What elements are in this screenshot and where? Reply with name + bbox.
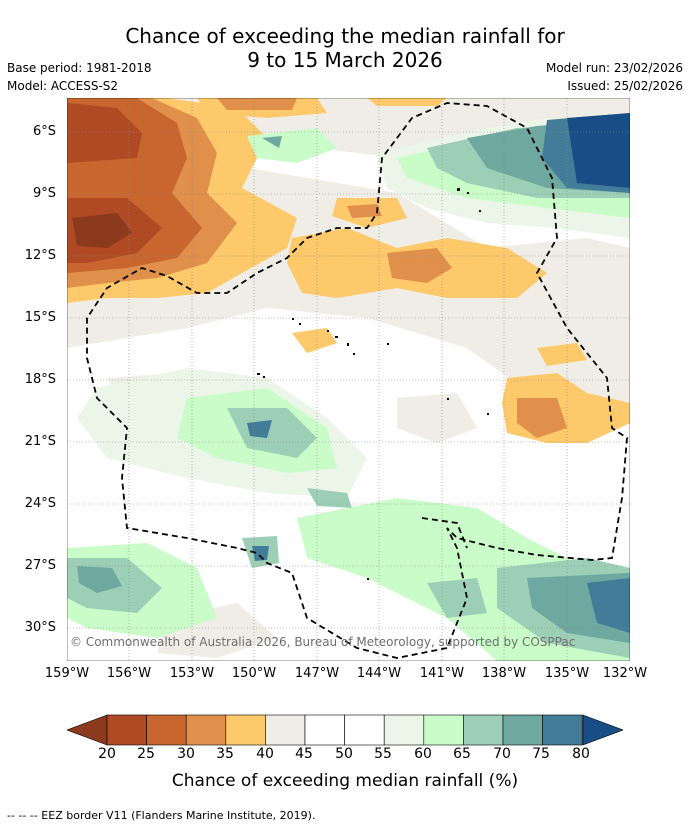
lat-label: 18°S: [24, 372, 56, 387]
lat-label: 6°S: [32, 124, 56, 139]
wet-region-central: [247, 420, 272, 438]
lon-label: 156°W: [106, 666, 152, 681]
dry-region-west: [72, 213, 132, 248]
lon-label: 159°W: [44, 666, 90, 681]
copyright-text: © Commonwealth of Australia 2026, Bureau…: [70, 635, 575, 649]
colorbar-cell: [304, 714, 345, 746]
colorbar-cell: [383, 714, 425, 746]
dry-band-top: [367, 98, 447, 106]
colorbar-tick: 65: [453, 746, 471, 762]
colorbar-tick: 40: [256, 746, 274, 762]
eez-border-inner: [421, 517, 468, 549]
map-title: Chance of exceeding the median rainfall …: [0, 24, 690, 72]
model-run: Model run: 23/02/2026: [545, 61, 683, 75]
graticule: [67, 98, 630, 661]
colorbar-tick: 80: [572, 746, 590, 762]
colorbar-tick: 75: [532, 746, 550, 762]
wet-region-south: [587, 578, 630, 633]
lat-label: 27°S: [24, 558, 56, 573]
eez-border: [86, 102, 628, 659]
islands: [257, 188, 489, 580]
colorbar-tick: 55: [374, 746, 392, 762]
title-line-2: 9 to 15 March 2026: [247, 48, 443, 72]
colorbar-cell: [146, 714, 187, 746]
wet-patch: [252, 546, 269, 561]
lon-label: 147°W: [294, 666, 340, 681]
colorbar-tick: 35: [216, 746, 234, 762]
lat-label: 21°S: [24, 434, 56, 449]
wet-region-northeast: [567, 113, 630, 188]
title-line-1: Chance of exceeding the median rainfall …: [125, 24, 565, 48]
wet-patch: [247, 128, 337, 163]
colorbar-cell: [106, 714, 147, 746]
lat-label: 9°S: [32, 186, 56, 201]
colorbar-cell: [344, 714, 385, 746]
colorbar-title: Chance of exceeding median rainfall (%): [171, 771, 519, 791]
wet-patch: [307, 488, 352, 508]
dry-band-top: [217, 98, 297, 110]
lon-label: 153°W: [169, 666, 215, 681]
rainfall-map: © Commonwealth of Australia 2026, Bureau…: [67, 98, 630, 661]
colorbar-cell: [423, 714, 464, 746]
lon-label: 141°W: [419, 666, 465, 681]
eez-footer-note: -- -- -- EEZ border V11 (Flanders Marine…: [7, 809, 316, 822]
lon-label: 150°W: [231, 666, 277, 681]
dry-region-central: [387, 248, 452, 283]
colorbar-cell: [185, 714, 227, 746]
wet-region-central: [227, 408, 317, 458]
dry-region-central: [292, 328, 337, 353]
dry-region-east: [517, 398, 567, 438]
meta-left: Base period: 1981-2018 Model: ACCESS-S2: [7, 59, 152, 95]
colorbar-tick: 70: [493, 746, 511, 762]
base-period: Base period: 1981-2018: [7, 61, 152, 75]
lon-label: 132°W: [602, 666, 648, 681]
lon-label: 144°W: [356, 666, 402, 681]
beige-field: [397, 393, 477, 443]
colorbar-tick: 45: [295, 746, 313, 762]
colorbar-cell: [225, 714, 266, 746]
colorbar-cell: [463, 714, 504, 746]
colorbar-cell: [502, 714, 543, 746]
lon-label: 135°W: [544, 666, 590, 681]
colorbar-tick: 60: [414, 746, 432, 762]
lon-label: 138°W: [481, 666, 527, 681]
colorbar-tick: 30: [177, 746, 195, 762]
model-name: Model: ACCESS-S2: [7, 79, 119, 93]
colorbar-cell: [542, 714, 583, 746]
colorbar-cell: [265, 714, 306, 746]
dry-region-central: [347, 204, 382, 218]
wet-region-southwest: [77, 566, 122, 593]
issued-date: Issued: 25/02/2026: [567, 79, 683, 93]
colorbar-tick: 50: [335, 746, 353, 762]
lat-label: 24°S: [24, 496, 56, 511]
lat-label: 12°S: [24, 248, 56, 263]
colorbar-extend-low: [67, 714, 108, 746]
colorbar-tick: 20: [98, 746, 116, 762]
dry-region-east: [537, 343, 587, 366]
dry-region-west: [67, 103, 142, 163]
lat-label: 30°S: [24, 620, 56, 635]
wet-patch: [262, 136, 282, 148]
colorbar: [67, 714, 623, 746]
meta-right: Model run: 23/02/2026 Issued: 25/02/2026: [546, 59, 683, 95]
lat-label: 15°S: [24, 310, 56, 325]
colorbar-tick: 25: [137, 746, 155, 762]
colorbar-extend-high: [582, 714, 623, 746]
rainfall-fields: [67, 98, 630, 661]
